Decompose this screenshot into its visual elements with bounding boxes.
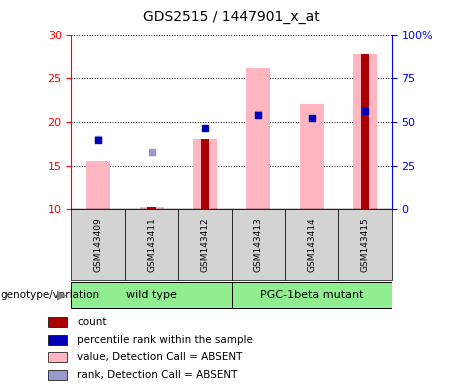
Text: ▶: ▶: [57, 288, 67, 301]
Text: GSM143409: GSM143409: [94, 217, 103, 272]
Bar: [201, 139, 209, 209]
Bar: [71, 209, 125, 280]
Point: [254, 112, 262, 118]
Point: [308, 114, 315, 121]
Text: count: count: [77, 317, 107, 327]
Text: GDS2515 / 1447901_x_at: GDS2515 / 1447901_x_at: [143, 10, 320, 23]
Point: [201, 125, 209, 131]
Text: genotype/variation: genotype/variation: [0, 290, 99, 300]
Bar: [338, 209, 392, 280]
Point: [148, 149, 155, 156]
Bar: [48, 317, 67, 327]
Text: GSM143413: GSM143413: [254, 217, 263, 272]
Point: [308, 115, 315, 121]
Text: wild type: wild type: [126, 290, 177, 300]
Text: GSM143414: GSM143414: [307, 217, 316, 272]
Bar: [193, 139, 217, 209]
Bar: [361, 54, 369, 209]
Text: GSM143415: GSM143415: [361, 217, 370, 272]
Text: rank, Detection Call = ABSENT: rank, Detection Call = ABSENT: [77, 370, 238, 380]
Bar: [300, 104, 324, 209]
Bar: [71, 282, 231, 308]
Bar: [178, 209, 231, 280]
Bar: [246, 68, 270, 209]
Bar: [285, 209, 338, 280]
Text: PGC-1beta mutant: PGC-1beta mutant: [260, 290, 364, 300]
Bar: [48, 334, 67, 344]
Bar: [86, 161, 110, 209]
Bar: [231, 282, 392, 308]
Text: percentile rank within the sample: percentile rank within the sample: [77, 334, 254, 344]
Bar: [125, 209, 178, 280]
Bar: [48, 353, 67, 362]
Bar: [231, 209, 285, 280]
Bar: [140, 207, 164, 209]
Point: [95, 136, 102, 142]
Point: [254, 111, 262, 117]
Text: GSM143412: GSM143412: [201, 217, 209, 272]
Text: value, Detection Call = ABSENT: value, Detection Call = ABSENT: [77, 353, 243, 362]
Point: [95, 137, 102, 143]
Bar: [48, 370, 67, 380]
Bar: [353, 54, 377, 209]
Text: GSM143411: GSM143411: [147, 217, 156, 272]
Bar: [147, 207, 156, 209]
Point: [361, 108, 369, 114]
